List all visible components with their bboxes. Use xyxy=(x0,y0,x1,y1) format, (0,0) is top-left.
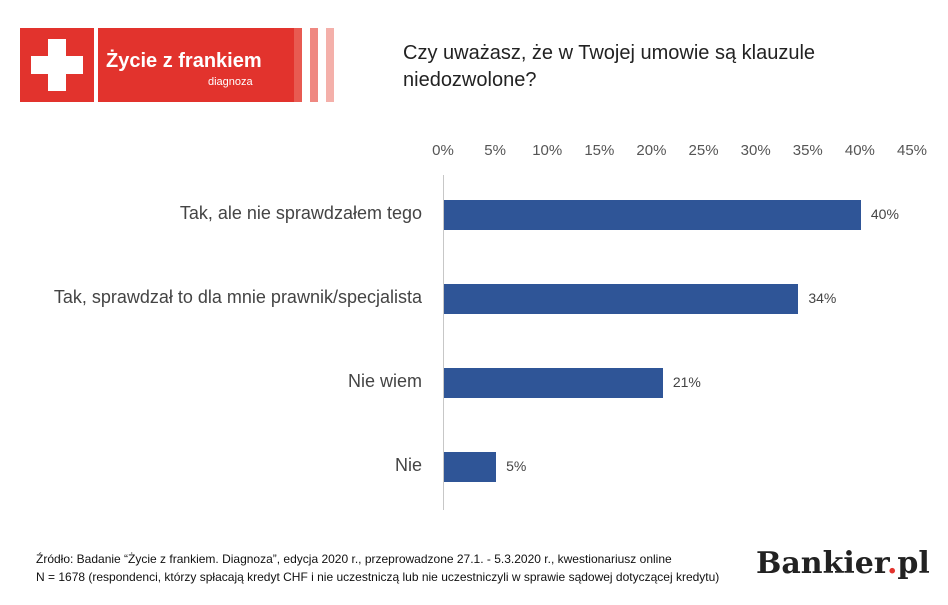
bar xyxy=(444,452,497,482)
value-label: 34% xyxy=(808,290,837,306)
logo-stripe xyxy=(326,28,334,102)
zycie-z-frankiem-logo: Życie z frankiem diagnoza xyxy=(20,28,340,102)
logo-stripe xyxy=(310,28,318,102)
x-tick-label: 10% xyxy=(532,142,563,159)
bankier-logo-tld: pl xyxy=(897,546,930,581)
category-label: Tak, ale nie sprawdzałem tego xyxy=(179,203,422,223)
source-line-1: Źródło: Badanie “Życie z frankiem. Diagn… xyxy=(36,552,672,566)
bankier-logo: Bankier.pl xyxy=(756,546,930,581)
x-tick-label: 30% xyxy=(740,142,771,159)
category-label: Nie xyxy=(394,455,422,475)
x-tick-label: 35% xyxy=(792,142,823,159)
logo-stripe xyxy=(278,28,286,102)
bar xyxy=(444,284,799,314)
x-tick-label: 0% xyxy=(432,142,454,159)
value-label: 5% xyxy=(506,458,527,474)
bar-chart: 0% 5% 10% 15% 20% 25% 30% 35% 40% 45% Tak, ale nie… xyxy=(0,130,948,520)
bar xyxy=(444,200,861,230)
source-note: Źródło: Badanie “Życie z frankiem. Diagn… xyxy=(36,550,719,586)
x-tick-label: 15% xyxy=(584,142,615,159)
chart-question-title: Czy uważasz, że w Twojej umowie są klauz… xyxy=(403,42,816,91)
bar xyxy=(444,368,663,398)
logo-subtitle: diagnoza xyxy=(208,76,253,88)
category-label: Tak, sprawdzał to dla mnie prawnik/specj… xyxy=(53,287,422,307)
x-tick-label: 25% xyxy=(688,142,719,159)
x-tick-label: 40% xyxy=(844,142,875,159)
logo-title: Życie z frankiem xyxy=(106,50,262,72)
cross-vertical xyxy=(48,39,66,91)
source-line-2: N = 1678 (respondenci, którzy spłacają k… xyxy=(36,570,720,584)
x-tick-label: 45% xyxy=(896,142,928,159)
value-label: 21% xyxy=(672,374,701,390)
category-label: Nie wiem xyxy=(347,371,422,391)
bankier-logo-name: Bankier xyxy=(756,546,887,581)
category-axis-line xyxy=(443,175,444,510)
value-label: 40% xyxy=(870,206,899,222)
x-tick-label: 20% xyxy=(636,142,667,159)
logo-text-panel xyxy=(98,28,294,102)
bankier-logo-dot: . xyxy=(886,546,898,581)
x-tick-label: 5% xyxy=(484,142,506,159)
logo-stripe xyxy=(294,28,302,102)
